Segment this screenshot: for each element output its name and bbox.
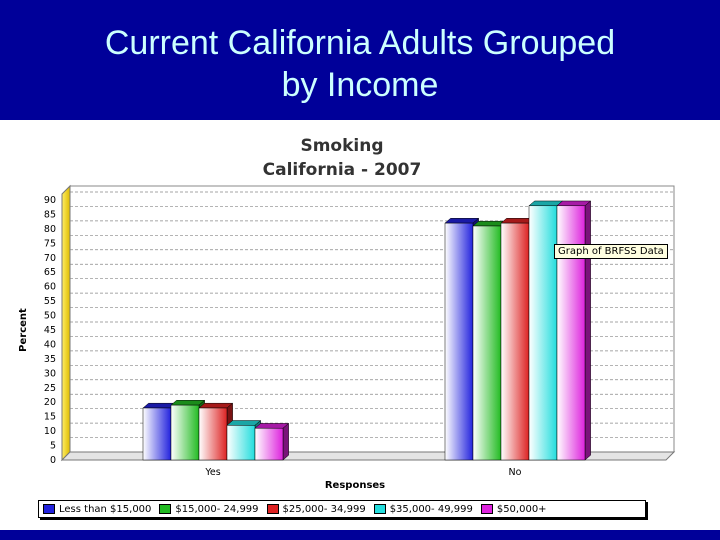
- bar: [226, 425, 256, 461]
- legend-label: Less than $15,000: [59, 503, 152, 515]
- chart-tooltip: Graph of BRFSS Data: [554, 244, 668, 259]
- legend-swatch: [266, 504, 279, 514]
- bar: [254, 427, 284, 461]
- legend-label: $15,000- 24,999: [175, 503, 259, 515]
- plot-side-wall: [61, 184, 71, 462]
- y-tick-label: 35: [44, 354, 56, 365]
- bar: [500, 222, 530, 461]
- bar: [472, 225, 502, 461]
- legend-swatch: [43, 504, 55, 514]
- x-tick-label: No: [509, 467, 522, 478]
- legend-label: $35,000- 49,999: [389, 503, 473, 515]
- y-tick-label: 5: [50, 441, 56, 452]
- y-tick-label: 70: [44, 253, 56, 264]
- chart-legend: Less than $15,000 $15,000- 24,999 $25,000-…: [38, 500, 646, 518]
- bar: [528, 205, 558, 461]
- legend-item: Less than $15,000: [43, 504, 151, 515]
- y-tick-label: 75: [44, 238, 56, 249]
- y-tick-label: 10: [44, 426, 56, 437]
- bar-side: [282, 422, 289, 461]
- y-axis-label: Percent: [18, 308, 29, 352]
- x-tick-label: Yes: [204, 467, 220, 478]
- y-tick-label: 25: [44, 383, 56, 394]
- y-tick-label: 45: [44, 325, 56, 336]
- slide-title-line1: Current California Adults Grouped: [104, 24, 616, 62]
- bar: [444, 222, 474, 461]
- chart-title: Smoking: [300, 136, 383, 156]
- legend-swatch: [373, 504, 386, 514]
- bar: [170, 404, 200, 461]
- y-tick-label: 80: [44, 224, 56, 235]
- y-tick-label: 50: [44, 311, 56, 322]
- y-tick-label: 40: [44, 339, 56, 350]
- legend-label: $25,000- 34,999: [282, 503, 366, 515]
- legend-swatch: [159, 504, 172, 514]
- y-tick-label: 60: [44, 282, 56, 293]
- x-axis-label: Responses: [325, 480, 385, 491]
- legend-item: $35,000- 49,999: [373, 503, 473, 515]
- legend-item: $50,000+: [480, 503, 547, 515]
- y-tick-label: 20: [44, 397, 56, 408]
- bar-chart: Smoking California - 2007 0 5 10 15 20 25 30 35 40…: [18, 136, 676, 491]
- y-tick-label: 15: [44, 412, 56, 423]
- y-tick-label: 0: [50, 455, 56, 466]
- y-tick-label: 85: [44, 209, 56, 220]
- slide-title-line2: by Income: [281, 66, 439, 104]
- legend-item: $15,000- 24,999: [159, 503, 259, 515]
- legend-swatch: [480, 504, 493, 514]
- legend-label: $50,000+: [496, 503, 547, 515]
- y-tick-label: 30: [44, 368, 56, 379]
- chart-subtitle: California - 2007: [263, 160, 422, 180]
- y-tick-label: 90: [44, 195, 56, 206]
- bottom-bar: [0, 530, 720, 540]
- bar: [142, 407, 172, 461]
- legend-item: $25,000- 34,999: [266, 503, 366, 515]
- bar: [198, 407, 228, 461]
- slide-title: Current California Adults Grouped by Inc…: [0, 22, 720, 106]
- y-tick-label: 55: [44, 296, 56, 307]
- y-tick-label: 65: [44, 267, 56, 278]
- title-banner: Current California Adults Grouped by Inc…: [0, 0, 720, 120]
- bar-side: [584, 200, 591, 461]
